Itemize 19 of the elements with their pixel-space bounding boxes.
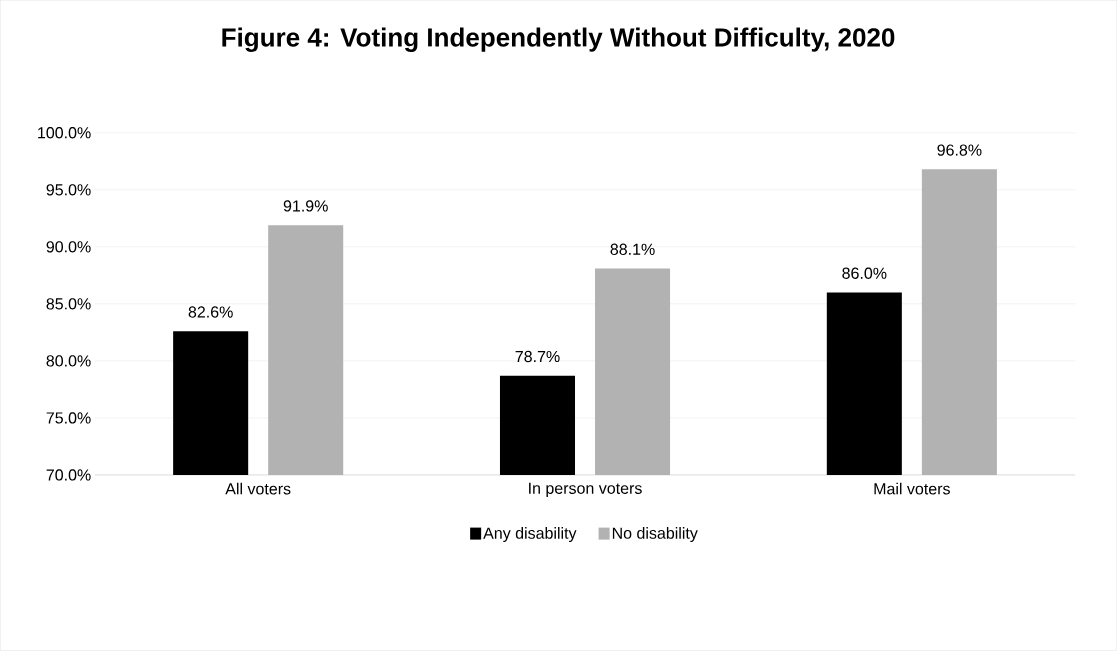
y-tick-label: 100.0% bbox=[38, 127, 91, 139]
y-tick-label: 90.0% bbox=[46, 241, 91, 253]
data-label: 88.1% bbox=[610, 243, 655, 256]
x-tick-label: Mail voters bbox=[874, 482, 950, 495]
data-label: 96.8% bbox=[937, 144, 982, 156]
legend-label: No disability bbox=[612, 527, 698, 543]
y-tick-label: 75.0% bbox=[46, 412, 91, 424]
y-tick-label: 85.0% bbox=[46, 298, 91, 310]
data-label: 82.6% bbox=[188, 306, 233, 318]
data-label: 91.9% bbox=[283, 200, 328, 212]
data-label: 86.0% bbox=[842, 267, 887, 280]
legend-label: Any disability bbox=[483, 527, 577, 543]
data-label: 78.7% bbox=[515, 350, 560, 363]
x-tick-label: All voters bbox=[225, 482, 291, 495]
y-tick-label: 95.0% bbox=[46, 184, 91, 196]
y-tick-label: 80.0% bbox=[46, 355, 91, 367]
chart-title: Figure 4: Voting Independently Without Difficulty, 2020 bbox=[222, 27, 895, 53]
x-tick-label: In person voters bbox=[529, 482, 642, 498]
y-tick-label: 70.0% bbox=[46, 469, 91, 481]
